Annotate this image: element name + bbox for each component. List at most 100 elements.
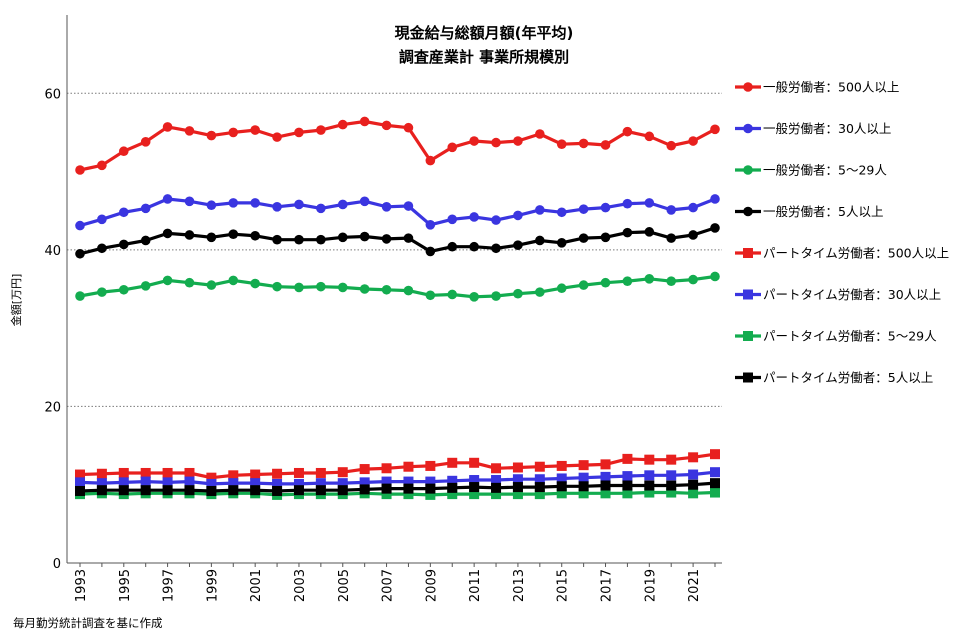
legend-label: パートタイム労働者：5人以上 bbox=[763, 370, 933, 385]
data-point bbox=[184, 277, 195, 288]
legend: 一般労働者：500人以上一般労働者：30人以上一般労働者：5〜29人一般労働者：… bbox=[735, 80, 949, 385]
data-point bbox=[140, 235, 151, 246]
data-point bbox=[447, 241, 458, 252]
data-point bbox=[293, 485, 304, 496]
series-line bbox=[79, 197, 716, 228]
data-point bbox=[447, 142, 458, 153]
data-point bbox=[206, 485, 217, 496]
data-point bbox=[359, 477, 370, 488]
data-point bbox=[447, 457, 458, 468]
data-point bbox=[272, 234, 282, 245]
data-point bbox=[272, 478, 283, 489]
data-point bbox=[75, 220, 85, 231]
data-point bbox=[337, 485, 348, 496]
data-point bbox=[118, 146, 129, 157]
data-point bbox=[337, 232, 348, 243]
data-point bbox=[272, 132, 282, 142]
data-point bbox=[75, 477, 85, 488]
data-point bbox=[666, 454, 677, 465]
source-note: 毎月勤労統計調査を基に作成 bbox=[13, 616, 163, 630]
data-point bbox=[403, 285, 414, 296]
data-point bbox=[710, 467, 720, 478]
data-point bbox=[316, 234, 326, 245]
data-point bbox=[118, 477, 129, 488]
data-point bbox=[140, 281, 151, 291]
x-tick-label: 2017 bbox=[600, 569, 615, 602]
gridlines bbox=[67, 92, 722, 407]
data-point bbox=[250, 278, 260, 289]
data-point bbox=[162, 228, 173, 239]
data-point bbox=[513, 210, 523, 221]
data-point bbox=[600, 277, 611, 288]
data-point bbox=[556, 283, 567, 294]
data-point bbox=[337, 467, 348, 478]
data-point bbox=[600, 480, 611, 491]
data-point bbox=[644, 487, 655, 498]
data-point bbox=[206, 280, 217, 290]
legend-label: 一般労働者：30人以上 bbox=[763, 121, 891, 136]
data-point bbox=[556, 460, 567, 471]
data-point bbox=[469, 241, 479, 252]
data-point bbox=[272, 281, 282, 292]
data-point bbox=[359, 231, 370, 242]
data-point bbox=[425, 483, 436, 494]
data-point bbox=[666, 205, 677, 215]
data-point bbox=[272, 468, 283, 479]
data-point bbox=[622, 198, 633, 209]
data-point bbox=[403, 233, 414, 243]
data-point bbox=[491, 463, 502, 474]
data-point bbox=[688, 274, 698, 285]
y-axis-label: 金額[万円] bbox=[9, 274, 23, 327]
data-point bbox=[666, 233, 677, 243]
data-point bbox=[666, 276, 677, 286]
data-point bbox=[425, 220, 436, 230]
series-line bbox=[79, 274, 716, 299]
data-point bbox=[337, 282, 348, 293]
data-point bbox=[315, 478, 326, 489]
x-tick-label: 2011 bbox=[468, 569, 483, 602]
data-point bbox=[535, 129, 545, 139]
series-5 bbox=[75, 449, 720, 483]
data-point bbox=[600, 232, 611, 243]
data-point bbox=[359, 116, 370, 127]
data-point bbox=[644, 198, 655, 208]
data-point bbox=[97, 160, 107, 171]
data-point bbox=[118, 284, 129, 295]
data-point bbox=[250, 469, 261, 480]
series-4 bbox=[75, 223, 720, 259]
data-point bbox=[381, 120, 392, 131]
data-point bbox=[250, 198, 260, 208]
data-point bbox=[381, 202, 392, 212]
data-point bbox=[447, 475, 458, 486]
legend-marker bbox=[743, 82, 753, 92]
data-point bbox=[447, 489, 458, 500]
data-point bbox=[75, 291, 85, 301]
data-point bbox=[447, 482, 458, 493]
data-point bbox=[162, 122, 173, 132]
series-line bbox=[79, 490, 716, 497]
data-point bbox=[184, 230, 195, 240]
data-point bbox=[622, 480, 633, 491]
data-point bbox=[512, 462, 523, 473]
data-point bbox=[578, 460, 589, 471]
data-point bbox=[688, 230, 698, 240]
legend-item-4: 一般労働者：5人以上 bbox=[735, 204, 883, 219]
data-point bbox=[535, 287, 545, 297]
data-point bbox=[600, 202, 611, 213]
data-point bbox=[96, 485, 107, 496]
data-point bbox=[578, 280, 589, 290]
data-point bbox=[97, 287, 107, 297]
data-point bbox=[534, 474, 545, 485]
data-point bbox=[513, 240, 523, 250]
data-point bbox=[556, 139, 567, 149]
data-point bbox=[184, 476, 195, 487]
data-point bbox=[425, 476, 436, 487]
data-point bbox=[228, 275, 239, 286]
data-point bbox=[228, 127, 239, 138]
data-point bbox=[688, 136, 698, 146]
data-point bbox=[513, 136, 523, 146]
data-point bbox=[403, 489, 414, 500]
data-point bbox=[710, 478, 720, 489]
data-point bbox=[294, 282, 304, 293]
